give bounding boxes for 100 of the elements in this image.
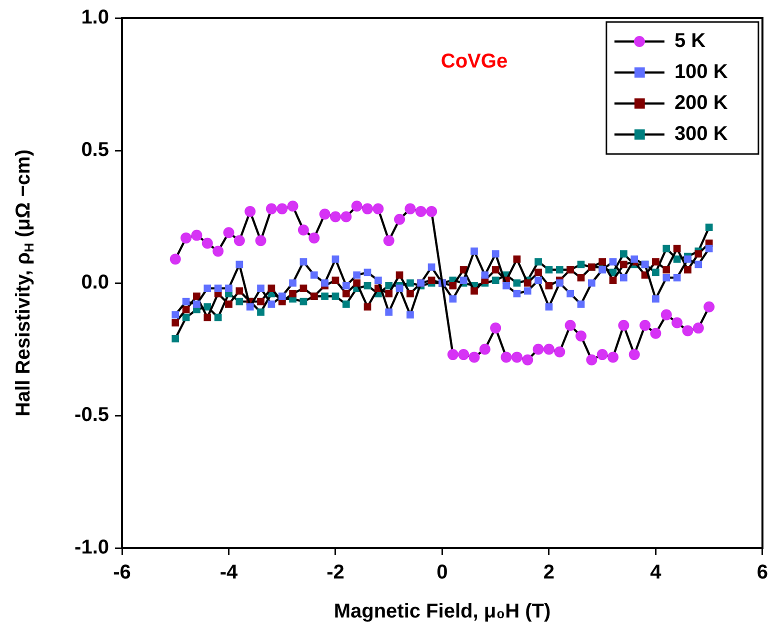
point [481,271,489,279]
point [191,230,202,241]
point [374,276,382,284]
y-axis-title: Hall Resistivity, ρH (μΩ −cm) [12,150,37,416]
point [470,248,478,255]
point [620,260,628,268]
point [172,334,180,342]
point [502,282,510,290]
point [705,244,713,252]
point [332,255,340,263]
point [383,235,394,246]
point [692,322,704,334]
point [449,295,457,303]
point [490,322,502,334]
point [694,250,702,258]
point [268,284,276,292]
point [300,298,308,306]
point [577,260,585,268]
point [268,300,276,308]
point [704,301,715,312]
point [406,290,414,298]
point [415,206,426,217]
point [598,258,606,266]
point [534,276,542,284]
point [598,266,606,274]
point [342,300,350,308]
point [513,279,521,287]
point [458,349,470,360]
point [428,263,436,271]
point [236,260,244,268]
point [534,268,542,276]
x-tick-label: -2 [326,562,344,584]
point [608,352,619,363]
point [300,284,308,292]
y-tick-label: 0.0 [81,272,109,294]
point [223,227,234,238]
point [618,320,630,331]
point [705,224,713,232]
point [545,303,553,311]
point [554,346,566,358]
point [426,206,438,217]
point [492,276,500,284]
point [340,211,352,222]
legend-label: 5 K [674,30,706,52]
point [170,254,181,265]
point [652,268,660,276]
legend-label: 100 K [674,61,728,84]
point [673,244,681,252]
point [588,279,596,287]
point [300,258,308,266]
point [672,317,683,328]
point [202,238,213,249]
point [332,276,340,284]
point [204,303,212,311]
point [682,325,694,336]
point [406,311,414,318]
annotation: CoVGe [440,50,508,73]
point [330,211,341,222]
point [257,308,264,316]
point [385,290,393,298]
point [204,284,212,292]
point [372,203,384,214]
point [276,203,288,214]
point [684,255,692,263]
point [298,224,309,236]
point [513,290,521,298]
point [204,314,212,322]
point [524,287,532,295]
point [396,271,404,279]
point [225,300,232,308]
point [255,235,266,246]
point [596,349,608,360]
point [406,279,414,287]
point [172,319,180,326]
x-axis-title: Magnetic Field, μ₀H (T) [334,600,551,623]
point [532,344,544,355]
point [492,250,500,258]
point [225,284,232,292]
point [609,276,617,284]
point [287,200,298,212]
point [673,255,681,263]
point [609,258,617,266]
point [630,255,638,263]
point [351,200,362,212]
point [513,255,521,263]
point [470,287,478,295]
point [684,266,692,274]
point [319,208,330,220]
point [310,271,318,279]
point [577,274,585,282]
point [257,298,264,306]
point [500,352,512,363]
y-tick-label: 1.0 [81,6,109,29]
point [662,244,670,252]
point [556,279,564,287]
point [396,284,404,292]
point [289,290,296,298]
point [479,344,490,355]
point [620,250,628,258]
point [404,203,416,214]
